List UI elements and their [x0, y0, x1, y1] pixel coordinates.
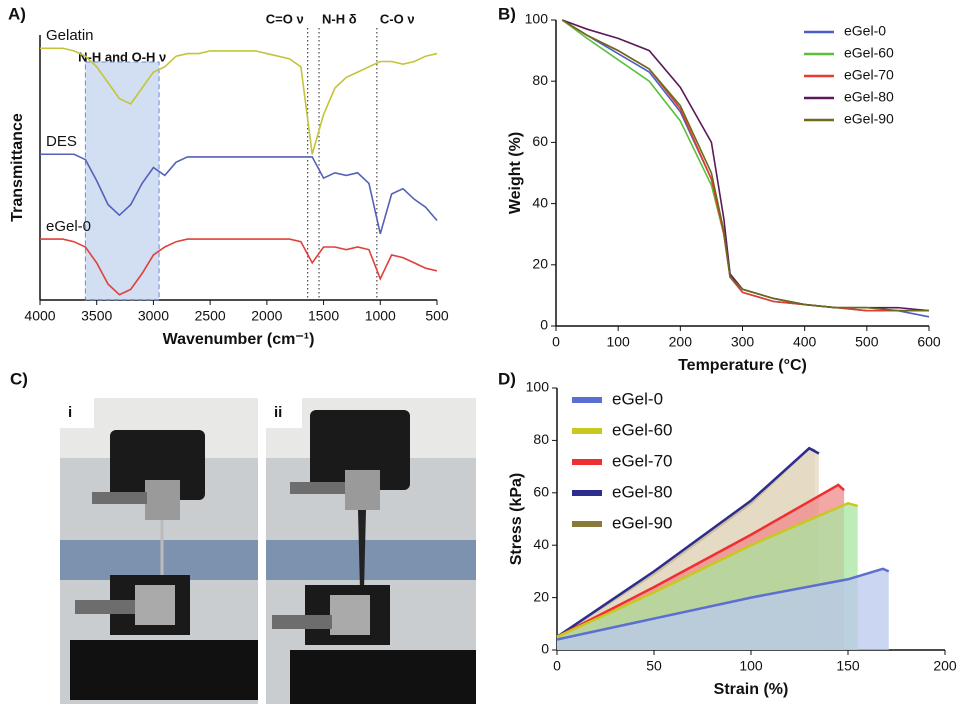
legend-label: eGel-0 [844, 23, 886, 39]
x-tick-label: 200 [669, 334, 693, 350]
x-tick-label: 2000 [251, 308, 282, 324]
y-axis-label: Stress (kPa) [508, 473, 525, 566]
photo [60, 398, 258, 704]
x-tick-label: 3000 [138, 308, 169, 324]
x-axis-label: Strain (%) [714, 681, 789, 698]
y-tick-label: 60 [533, 484, 549, 500]
y-tick-label: 0 [540, 317, 548, 333]
line [40, 153, 438, 234]
line [561, 19, 930, 318]
y-tick-label: 100 [525, 11, 549, 27]
x-tick-label: 150 [836, 658, 860, 674]
line [556, 567, 890, 641]
line [561, 19, 930, 312]
photo-label: i [68, 404, 72, 421]
x-tick-label: 4000 [24, 308, 55, 324]
y-axis-label: Transmittance [9, 113, 26, 222]
x-tick-label: 500 [855, 334, 879, 350]
annotation: C-O ν [380, 11, 415, 26]
x-tick-label: 1500 [308, 308, 339, 324]
series-label: Gelatin [46, 27, 94, 44]
line [561, 19, 929, 312]
y-tick-label: 40 [533, 536, 549, 552]
x-tick-label: 100 [739, 658, 763, 674]
line [556, 501, 859, 639]
x-tick-label: 3500 [81, 308, 112, 324]
y-tick-label: 80 [533, 431, 549, 447]
x-axis-label: Wavenumber (cm⁻¹) [163, 331, 315, 348]
x-tick-label: 300 [731, 334, 755, 350]
photo-label: ii [274, 404, 282, 421]
line [561, 19, 929, 312]
y-tick-label: 20 [533, 588, 549, 604]
legend-label: eGel-70 [612, 451, 672, 470]
x-tick-label: 600 [917, 334, 941, 350]
legend-label: eGel-70 [844, 67, 894, 83]
x-tick-label: 2500 [195, 308, 226, 324]
line [556, 483, 845, 639]
line [556, 446, 820, 638]
x-tick-label: 200 [933, 658, 957, 674]
y-tick-label: 60 [532, 133, 548, 149]
panel-label: B) [498, 4, 516, 23]
annotation: C=O ν [266, 11, 304, 26]
annotation: N-H and O-H ν [78, 49, 166, 64]
x-axis-label: Temperature (°C) [678, 357, 807, 374]
panel-label: C) [10, 369, 28, 388]
legend-label: eGel-90 [844, 111, 894, 127]
series-label: DES [46, 133, 77, 150]
line [561, 19, 929, 312]
area [557, 568, 889, 650]
legend-label: eGel-60 [612, 420, 672, 439]
y-tick-label: 20 [532, 256, 548, 272]
legend-label: eGel-0 [612, 389, 663, 408]
photo [266, 398, 476, 704]
photo-panel: C) i ii [10, 369, 476, 704]
series-label: eGel-0 [46, 218, 91, 235]
x-tick-label: 1000 [365, 308, 396, 324]
legend-label: eGel-80 [844, 89, 894, 105]
x-tick-label: 400 [793, 334, 817, 350]
x-tick-label: 0 [552, 334, 560, 350]
panel-label: A) [8, 4, 26, 23]
panel-label: D) [498, 369, 516, 388]
y-tick-label: 0 [541, 641, 549, 657]
y-tick-label: 80 [532, 72, 548, 88]
legend-label: eGel-80 [612, 482, 672, 501]
x-tick-label: 500 [425, 308, 449, 324]
y-tick-label: 40 [532, 194, 548, 210]
y-axis-label: Weight (%) [507, 132, 524, 214]
x-tick-label: 50 [646, 658, 662, 674]
legend-label: eGel-90 [612, 513, 672, 532]
y-tick-label: 100 [526, 379, 550, 395]
line [40, 47, 438, 155]
line [40, 238, 438, 296]
legend-label: eGel-60 [844, 45, 894, 61]
x-tick-label: 0 [553, 658, 561, 674]
x-tick-label: 100 [606, 334, 630, 350]
annotation: N-H δ [322, 11, 357, 26]
